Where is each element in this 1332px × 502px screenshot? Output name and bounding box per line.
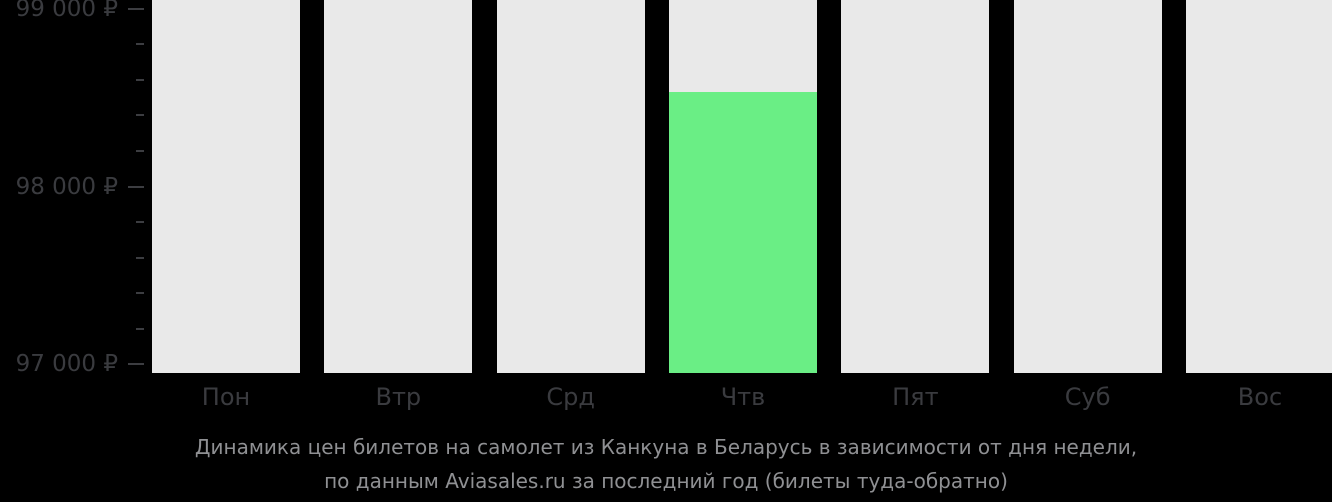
- bar-sat: [1013, 0, 1162, 373]
- y-major-tick: [128, 7, 144, 10]
- bar-fri: [841, 0, 990, 373]
- x-label-wed: Срд: [546, 383, 595, 411]
- y-minor-tick: [136, 221, 144, 224]
- y-minor-tick: [136, 327, 144, 330]
- x-label-sat: Суб: [1064, 383, 1111, 411]
- y-tick-label: 98 000 ₽: [15, 173, 118, 200]
- plot-area: [152, 0, 1332, 373]
- x-label-mon: Пон: [201, 383, 251, 411]
- y-minor-tick: [136, 114, 144, 117]
- y-minor-tick: [136, 256, 144, 259]
- y-minor-tick: [136, 78, 144, 81]
- y-tick-label: 99 000 ₽: [15, 0, 118, 22]
- x-label-sun: Вос: [1237, 383, 1283, 411]
- x-label-fri: Пят: [892, 383, 939, 411]
- y-major-tick: [128, 363, 144, 366]
- bar-wed: [496, 0, 645, 373]
- bar-tue: [324, 0, 473, 373]
- y-minor-tick: [136, 292, 144, 295]
- bar-sun: [1185, 0, 1332, 373]
- y-tick-label: 97 000 ₽: [15, 351, 118, 378]
- bar-mon: [152, 0, 300, 373]
- y-major-tick: [128, 185, 144, 188]
- x-label-tue: Втр: [375, 383, 422, 411]
- x-label-thu: Чтв: [720, 383, 766, 411]
- y-minor-tick: [136, 149, 144, 152]
- bar-thu-value: [668, 92, 817, 373]
- chart-caption-line1: Динамика цен билетов на самолет из Канку…: [194, 435, 1138, 459]
- chart-caption-line2: по данным Aviasales.ru за последний год …: [324, 469, 1008, 493]
- y-minor-tick: [136, 43, 144, 46]
